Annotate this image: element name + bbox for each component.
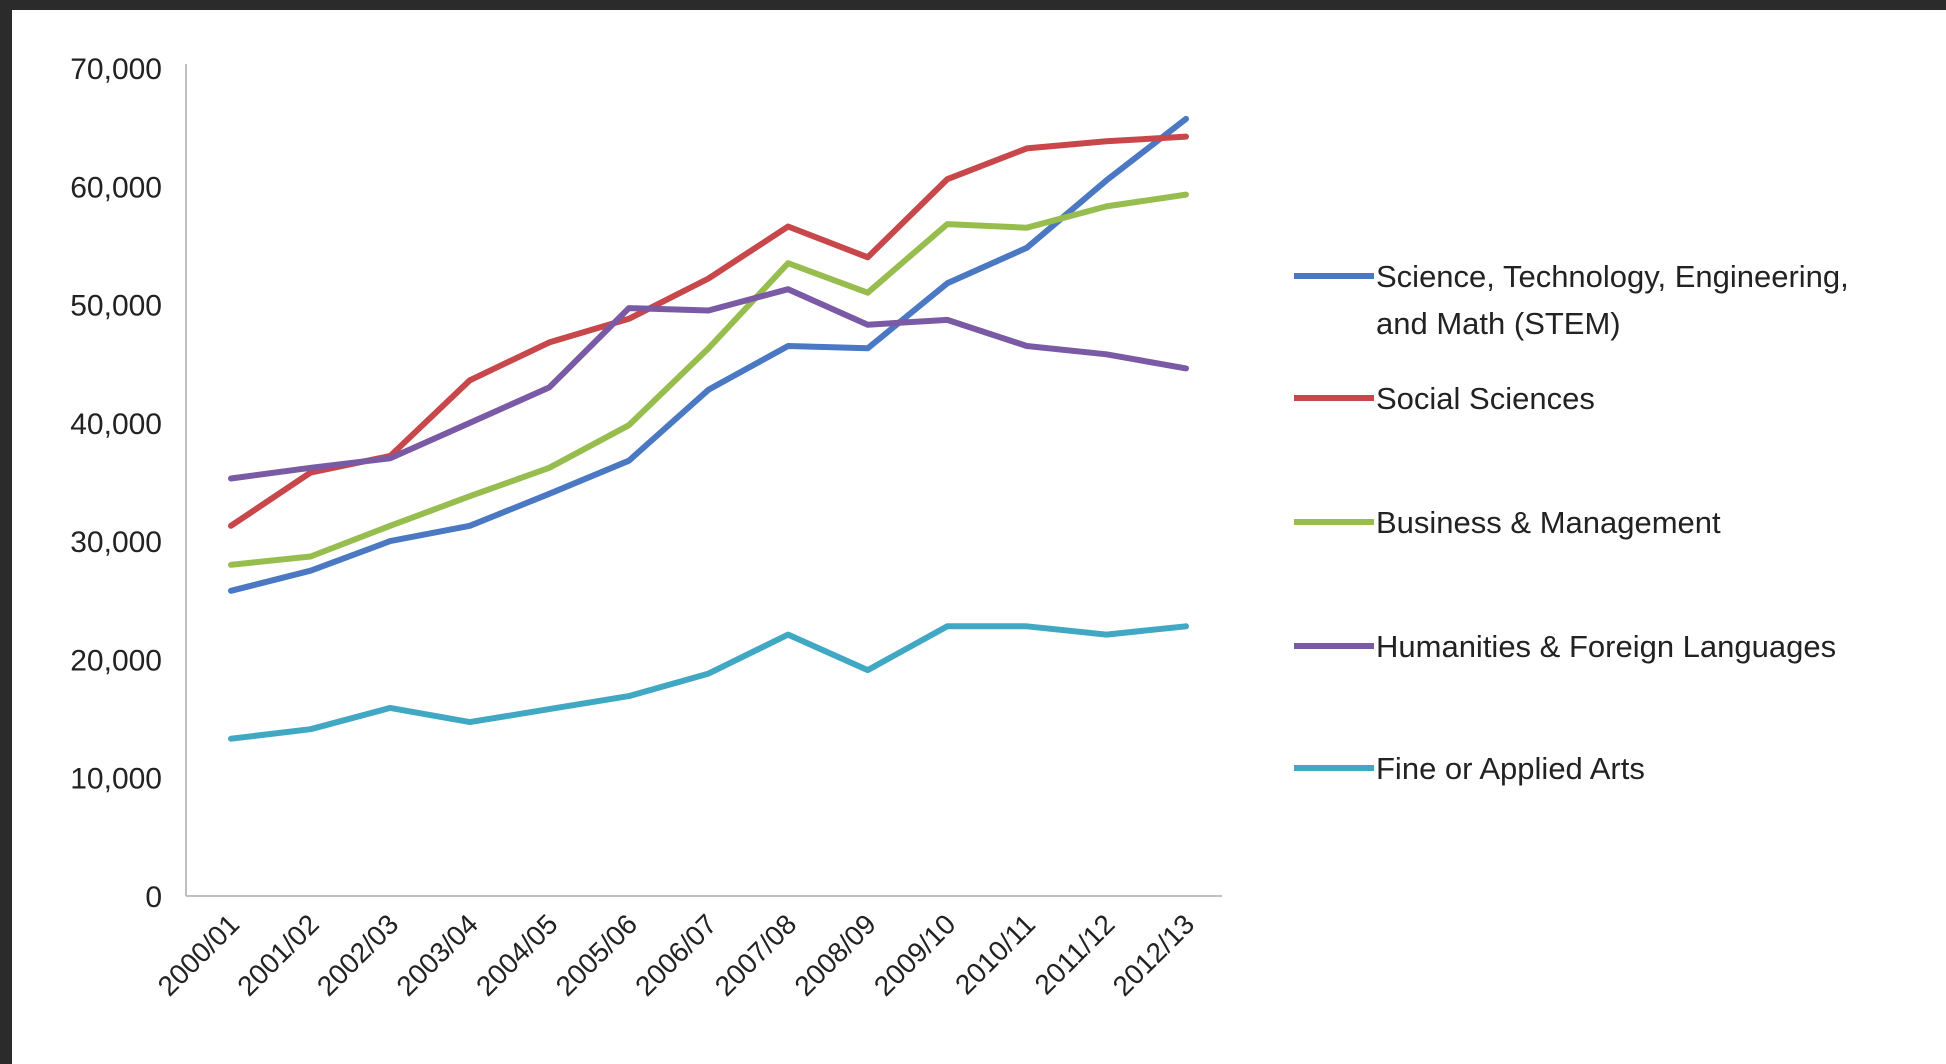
x-axis-ticks: 2000/012001/022002/032003/042004/052005/…: [152, 908, 1200, 1001]
x-tick-label: 2010/11: [949, 908, 1041, 1000]
x-tick-label: 2009/10: [868, 908, 961, 1001]
chart-frame: 0 10,000 20,000 30,000 40,000 50,000 60,000 70,…: [12, 10, 1946, 1064]
x-tick-label: 2004/05: [470, 908, 563, 1001]
series-line-3: [228, 286, 1189, 482]
y-axis-ticks: 0 10,000 20,000 30,000 40,000 50,000 60,000 70,…: [70, 53, 162, 914]
y-tick-label: 60,000: [70, 171, 162, 204]
x-tick-label: 2005/06: [550, 908, 643, 1001]
x-tick-label: 2000/01: [152, 908, 245, 1001]
x-tick-label: 2002/03: [311, 908, 404, 1001]
series-line-2: [228, 191, 1189, 568]
x-tick-label: 2008/09: [788, 908, 881, 1001]
x-tick-label: 2007/08: [709, 908, 802, 1001]
x-tick-label: 2012/13: [1107, 908, 1200, 1001]
legend: Science, Technology, Engineering, and Mat…: [1294, 259, 1849, 786]
y-tick-label: 70,000: [70, 53, 162, 86]
y-tick-label: 0: [145, 881, 162, 914]
legend-label: Social Sciences: [1376, 381, 1595, 416]
series-lines: [228, 115, 1189, 742]
y-tick-label: 20,000: [70, 644, 162, 677]
legend-label: Business & Management: [1376, 505, 1721, 540]
x-tick-label: 2006/07: [629, 908, 722, 1001]
legend-label: Fine or Applied Arts: [1376, 751, 1645, 786]
series-line-0: [228, 115, 1189, 594]
x-tick-label: 2003/04: [390, 908, 483, 1001]
series-line-4: [228, 623, 1189, 742]
y-tick-label: 40,000: [70, 408, 162, 441]
axes: [185, 64, 1222, 897]
legend-label: Humanities & Foreign Languages: [1376, 629, 1836, 664]
series-line-1: [228, 133, 1189, 529]
x-tick-label: 2001/02: [231, 908, 324, 1001]
legend-label: Science, Technology, Engineering,: [1376, 259, 1849, 294]
y-tick-label: 30,000: [70, 526, 162, 559]
y-tick-label: 50,000: [70, 290, 162, 323]
legend-label: and Math (STEM): [1376, 306, 1621, 341]
line-chart: 0 10,000 20,000 30,000 40,000 50,000 60,000 70,…: [70, 53, 1849, 1002]
x-tick-label: 2011/12: [1029, 908, 1121, 1000]
y-tick-label: 10,000: [70, 763, 162, 796]
